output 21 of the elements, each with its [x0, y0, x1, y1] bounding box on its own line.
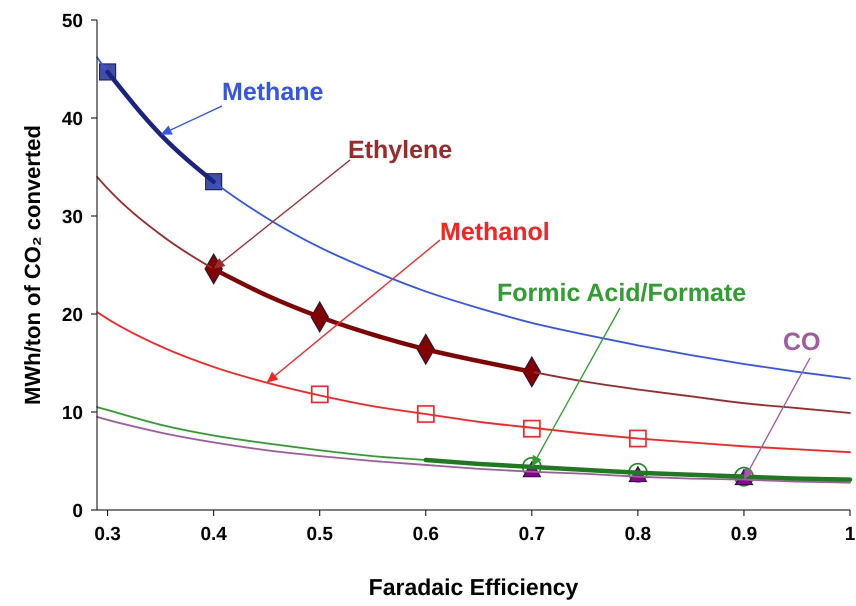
- text: Methanol: [440, 218, 550, 246]
- x-axis-title: Faradaic Efficiency: [368, 574, 579, 600]
- y-tick-label: 50: [62, 11, 83, 32]
- y-tick-label: 10: [62, 403, 83, 424]
- x-tick-label: 0.3: [94, 524, 121, 545]
- text: CO: [783, 328, 820, 356]
- text: Methane: [222, 78, 324, 106]
- x-tick-label: 1: [844, 524, 856, 545]
- text: Ethylene: [348, 136, 452, 164]
- x-tick-label: 0.6: [412, 524, 439, 545]
- y-tick-label: 40: [62, 109, 83, 130]
- x-tick-label: 0.7: [518, 524, 546, 545]
- text: Formic Acid/Formate: [497, 279, 746, 307]
- y-tick-label: 20: [62, 305, 83, 326]
- y-tick-label: 0: [72, 501, 83, 522]
- x-tick-label: 0.8: [624, 524, 652, 545]
- x-tick-label: 0.9: [730, 524, 758, 545]
- y-axis-title: MWh/ton of CO₂ converted: [20, 125, 45, 405]
- x-tick-label: 0.5: [306, 524, 334, 545]
- y-tick-label: 30: [62, 207, 83, 228]
- x-tick-label: 0.4: [200, 524, 228, 545]
